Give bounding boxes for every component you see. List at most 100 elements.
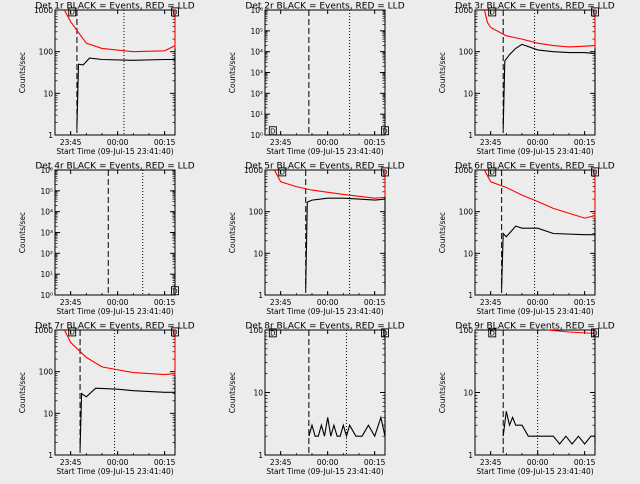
panel-title: Det 7r BLACK = Events, RED = LLD [35, 322, 194, 332]
y-tick-label: 10 [43, 89, 53, 98]
detector-panel-3: Det 3r BLACK = Events, RED = LLD 23:45 00:… [438, 2, 615, 157]
data-marker-box [381, 328, 389, 338]
data-marker-box [381, 126, 389, 136]
x-tick-label: 00:15 [154, 298, 176, 307]
data-marker-label: D [592, 330, 597, 338]
x-tick-label: 00:00 [527, 458, 549, 467]
plot-frame [264, 9, 386, 136]
detector-panel-4: Det 4r BLACK = Events, RED = LLD 23:45 00:… [18, 162, 195, 317]
y-axis-label: Counts/sec [228, 52, 237, 93]
x-tick-label: 00:15 [154, 138, 176, 147]
x-axis-label: Start Time (09-Jul-15 23:41:40) [56, 147, 173, 156]
data-marker-box [68, 7, 77, 17]
y-tick-label: 100 [39, 368, 54, 377]
detector-panel-8: Det 8r BLACK = Events, RED = LLD 23:45 00:… [228, 322, 405, 477]
panel-title: Det 4r BLACK = Events, RED = LLD [35, 162, 194, 172]
data-marker-box [591, 7, 599, 17]
series-lld [63, 9, 176, 53]
series-events [502, 411, 596, 445]
data-marker-label: D [592, 169, 597, 177]
y-tick-label: 10⁴ [40, 208, 53, 217]
x-tick-label: 23:45 [270, 298, 292, 307]
panel-title: Det 2r BLACK = Events, RED = LLD [245, 2, 404, 12]
data-marker-label: D [490, 330, 495, 338]
data-marker-label: D [172, 288, 177, 296]
series-lld [273, 169, 386, 199]
data-marker-label: D [280, 169, 285, 177]
y-tick-label: 10⁵ [250, 27, 263, 36]
y-axis-label: Counts/sec [18, 372, 27, 413]
x-tick-label: 00:00 [317, 458, 339, 467]
y-tick-label: 100 [249, 208, 264, 217]
y-tick-label: 10⁴ [250, 48, 263, 57]
data-marker-box [171, 286, 179, 296]
data-marker-box [488, 328, 497, 338]
y-tick-label: 1 [48, 131, 53, 140]
x-tick-label: 00:00 [317, 138, 339, 147]
y-tick-label: 100 [459, 326, 474, 335]
x-tick-label: 23:45 [480, 458, 502, 467]
x-axis-label: Start Time (09-Jul-15 23:41:40) [56, 307, 173, 316]
x-tick-label: 00:15 [364, 458, 386, 467]
y-tick-label: 100 [459, 208, 474, 217]
y-tick-label: 10³ [40, 229, 53, 238]
x-tick-label: 00:15 [574, 138, 596, 147]
y-axis-label: Counts/sec [228, 372, 237, 413]
detector-panel-2: Det 2r BLACK = Events, RED = LLD 23:45 00:… [228, 2, 405, 157]
x-tick-label: 00:15 [154, 458, 176, 467]
data-marker-label: D [382, 128, 387, 136]
detector-panel-7: Det 7r BLACK = Events, RED = LLD 23:45 00:… [18, 322, 195, 477]
data-marker-label: D [490, 9, 495, 17]
data-marker-label: D [172, 329, 177, 337]
plot-frame [54, 9, 176, 136]
data-marker-box [278, 167, 287, 177]
y-tick-label: 10 [463, 249, 473, 258]
detector-panel-5: Det 5r BLACK = Events, RED = LLD 23:45 00:… [228, 162, 405, 317]
x-tick-label: 00:00 [527, 298, 549, 307]
y-tick-label: 10 [253, 249, 263, 258]
y-tick-label: 10 [43, 409, 53, 418]
x-tick-label: 00:15 [364, 138, 386, 147]
y-tick-label: 10¹ [250, 110, 263, 119]
plot-frame [264, 169, 386, 296]
x-tick-label: 23:45 [270, 138, 292, 147]
x-tick-label: 23:45 [270, 458, 292, 467]
series-events [501, 225, 596, 288]
series-events [79, 382, 176, 448]
x-tick-label: 00:00 [107, 138, 129, 147]
x-axis-label: Start Time (09-Jul-15 23:41:40) [476, 307, 593, 316]
data-marker-label: D [70, 9, 75, 17]
data-marker-label: D [172, 9, 177, 17]
y-tick-label: 1 [468, 451, 473, 460]
data-marker-box [591, 167, 599, 177]
series-events [76, 55, 176, 128]
data-marker-box [171, 327, 179, 337]
x-tick-label: 23:45 [480, 298, 502, 307]
panel-title: Det 6r BLACK = Events, RED = LLD [455, 162, 614, 172]
y-tick-label: 100 [249, 326, 264, 335]
data-marker-label: D [382, 330, 387, 338]
y-tick-label: 10 [463, 389, 473, 398]
y-tick-label: 10 [253, 389, 263, 398]
x-tick-label: 23:45 [60, 138, 82, 147]
series-events [502, 43, 596, 128]
y-tick-label: 10² [250, 89, 263, 98]
y-tick-label: 1 [258, 451, 263, 460]
x-tick-label: 00:00 [527, 138, 549, 147]
y-tick-label: 100 [39, 48, 54, 57]
data-marker-box [268, 126, 277, 136]
x-tick-label: 00:00 [107, 298, 129, 307]
x-tick-label: 23:45 [480, 138, 502, 147]
series-lld [483, 169, 596, 219]
data-marker-box [381, 167, 389, 177]
data-marker-label: D [270, 128, 275, 136]
x-tick-label: 00:00 [107, 458, 129, 467]
x-axis-label: Start Time (09-Jul-15 23:41:40) [476, 147, 593, 156]
data-marker-box [488, 167, 497, 177]
y-axis-label: Counts/sec [438, 212, 447, 253]
y-tick-label: 1 [468, 291, 473, 300]
y-tick-label: 1000 [34, 326, 53, 335]
data-marker-box [591, 328, 599, 338]
y-axis-label: Counts/sec [18, 52, 27, 93]
